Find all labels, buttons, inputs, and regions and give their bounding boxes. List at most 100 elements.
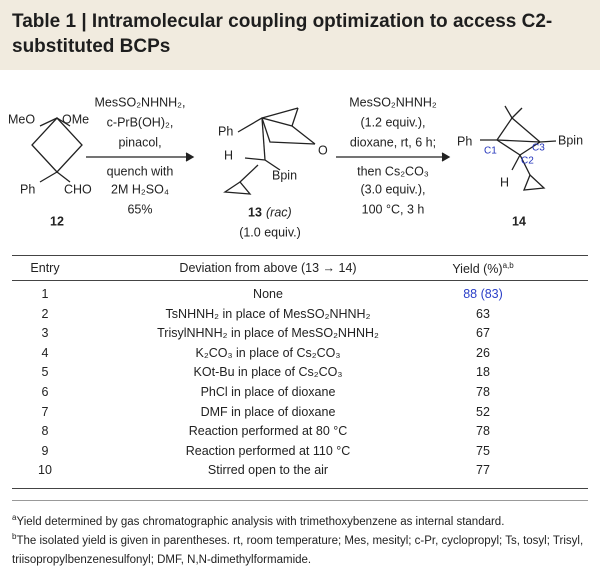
cyclopropyl xyxy=(223,181,252,195)
table-cell: 6 xyxy=(41,385,49,399)
column-header: Deviation from above (13 → 14) xyxy=(179,261,357,275)
atom: Ph xyxy=(20,182,35,196)
table-cell: 75 xyxy=(476,443,490,458)
bond xyxy=(264,159,281,171)
table-cell: 8 xyxy=(41,424,49,439)
compound-label: 14 xyxy=(512,214,526,228)
table-cell: 77 xyxy=(476,463,490,478)
bond xyxy=(519,154,531,176)
yield: 65% xyxy=(127,202,152,216)
bond xyxy=(511,107,523,119)
atom-label: C3 xyxy=(532,143,545,154)
amount: (1.0 equiv.) xyxy=(239,225,301,239)
atom: MeO xyxy=(8,112,35,126)
table-cell: 52 xyxy=(476,404,490,419)
bond xyxy=(39,117,58,127)
reagent: 2M H₂SO₄ xyxy=(111,182,169,196)
table-cell: 1 xyxy=(41,287,49,301)
table-cell: 3 xyxy=(41,326,49,341)
bond xyxy=(291,107,299,127)
reagent: c-PrB(OH)₂, xyxy=(107,115,174,129)
atom: Ph xyxy=(218,124,233,138)
column-header: Yield (%)a,b xyxy=(452,261,513,276)
bond xyxy=(39,171,58,183)
table-cell: KOt-Bu in place of Cs₂CO₃ xyxy=(193,365,343,380)
table-title: Table 1 | Intramolecular coupling optimi… xyxy=(12,11,553,57)
atom: Ph xyxy=(457,134,472,148)
atom-label: C2 xyxy=(521,156,534,167)
table-cell: 7 xyxy=(41,404,49,419)
footnote-mark: b xyxy=(12,532,17,541)
table-cell: TrisylNHNH₂ in place of MesSO₂NHNH₂ xyxy=(157,326,379,341)
table-cell: 2 xyxy=(41,306,49,321)
reagent: 100 °C, 3 h xyxy=(362,202,425,216)
table-cell: PhCl in place of dioxane xyxy=(200,385,336,399)
atom: Bpin xyxy=(272,168,297,182)
compound-label: 12 xyxy=(50,214,64,228)
reagent: quench with xyxy=(107,164,174,178)
atom: OMe xyxy=(62,112,89,126)
header-text: Yield (%) xyxy=(452,262,503,277)
bond xyxy=(261,117,266,161)
table-cell: 88 (83) xyxy=(463,287,503,301)
footnote-rule xyxy=(12,500,588,501)
reagent: MesSO₂NHNH₂ xyxy=(349,95,437,109)
reagent: then Cs₂CO₃ xyxy=(357,164,429,178)
table-cell: K₂CO₃ in place of Cs₂CO₃ xyxy=(195,345,341,360)
atom-label: C1 xyxy=(484,146,497,157)
table-rule xyxy=(12,255,588,256)
reagent: dioxane, rt, 6 h; xyxy=(350,135,436,149)
atom: Bpin xyxy=(558,133,583,147)
reagent: MesSO₂NHNH₂, xyxy=(95,95,186,109)
reagent: (1.2 equiv.), xyxy=(360,115,425,129)
arrowhead xyxy=(441,152,451,162)
table-cell: None xyxy=(253,287,283,301)
atom: H xyxy=(500,175,509,189)
header-sup: a,b xyxy=(502,261,514,270)
bond xyxy=(237,117,316,145)
title-bar: Table 1 | Intramolecular coupling optimi… xyxy=(0,0,600,70)
table-cell: 78 xyxy=(476,385,490,399)
table-cell: Reaction performed at 80 °C xyxy=(188,424,348,439)
footnote: bThe isolated yield is given in parenthe… xyxy=(12,527,590,570)
compound-note: (rac) xyxy=(266,205,292,219)
bond xyxy=(261,107,299,119)
reagent: pinacol, xyxy=(118,135,161,149)
table-cell: Stirred open to the air xyxy=(207,463,329,478)
bond xyxy=(496,117,541,143)
bond xyxy=(539,140,557,143)
footnote-text: The isolated yield is given in parenthes… xyxy=(12,534,584,566)
table-cell: 63 xyxy=(476,306,490,321)
table-rule xyxy=(12,488,588,489)
table-cell: 4 xyxy=(41,345,49,360)
table-cell: DMF in place of dioxane xyxy=(200,404,336,419)
atom: CHO xyxy=(64,182,92,196)
reagent: (3.0 equiv.), xyxy=(360,182,425,196)
bond xyxy=(504,105,513,119)
footnote-mark: a xyxy=(12,513,17,522)
footnote-text: Yield determined by gas chromatographic … xyxy=(16,515,505,528)
table-rule xyxy=(12,280,588,281)
reaction-scheme: MeO OMe Ph CHO 12 MesSO₂NHNH₂, c-PrB(OH)… xyxy=(8,95,583,239)
atom: O xyxy=(318,143,328,157)
cyclopropyl xyxy=(522,173,546,191)
bond xyxy=(56,117,71,127)
table-cell: 26 xyxy=(476,345,490,360)
bond xyxy=(56,171,71,183)
table-cell: 67 xyxy=(476,326,490,341)
table-cell: 10 xyxy=(38,463,52,478)
column-header: Entry xyxy=(30,261,60,275)
bond xyxy=(496,139,541,143)
bond xyxy=(244,157,266,161)
footnote: aYield determined by gas chromatographic… xyxy=(12,508,590,532)
arrowhead xyxy=(185,152,195,162)
table-cell: TsNHNH₂ in place of MesSO₂NHNH₂ xyxy=(165,306,371,321)
table-cell: Reaction performed at 110 °C xyxy=(185,443,351,458)
bond xyxy=(511,154,521,171)
bond xyxy=(261,117,316,145)
table-cell: 18 xyxy=(476,365,490,380)
compound-label: 13 xyxy=(248,205,262,219)
table-cell: 78 xyxy=(476,424,490,439)
table-cell: 9 xyxy=(41,443,49,458)
